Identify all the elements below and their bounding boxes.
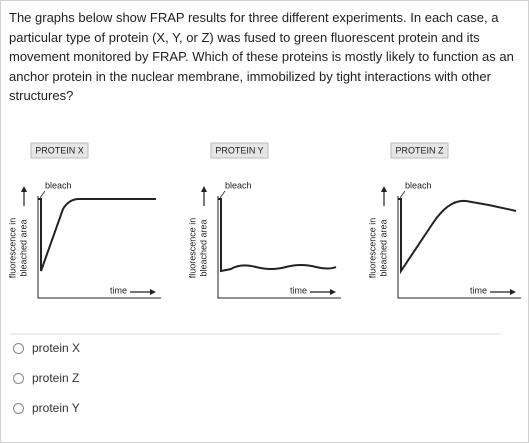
radio-button[interactable] — [13, 372, 24, 384]
radio-button[interactable] — [13, 402, 24, 414]
y-axis-label: bleached area — [378, 219, 388, 276]
answer-option[interactable]: protein Z — [13, 371, 79, 385]
axes — [37, 196, 161, 299]
bleach-label: bleach — [225, 180, 252, 190]
x-arrow-head — [330, 289, 336, 295]
panel-title-box — [390, 142, 449, 159]
axes — [217, 196, 341, 299]
panel-title: PROTEIN Z — [395, 145, 444, 155]
x-arrow-head — [510, 289, 516, 295]
panel-title: PROTEIN X — [35, 145, 84, 155]
panel-title-box — [30, 142, 89, 159]
answer-option[interactable]: protein X — [13, 341, 80, 355]
question-text: The graphs below show FRAP results for t… — [9, 10, 514, 104]
axes — [397, 196, 521, 299]
y-arrow-head — [21, 186, 27, 192]
bleach-pointer — [39, 190, 46, 199]
panel-title: PROTEIN Y — [215, 145, 263, 155]
y-axis-label: fluorescence in — [187, 218, 197, 279]
answer-option[interactable]: protein Y — [13, 401, 80, 415]
x-arrow-head — [150, 289, 156, 295]
bleach-pointer — [399, 190, 406, 199]
x-axis-label: time — [290, 285, 307, 295]
y-axis-label: fluorescence in — [7, 218, 17, 279]
curve — [398, 198, 517, 275]
y-arrow-head — [381, 186, 387, 192]
y-arrow-head — [201, 186, 207, 192]
radio-button[interactable] — [13, 342, 24, 354]
option-label: protein Y — [32, 401, 80, 415]
curve — [218, 198, 337, 273]
option-label: protein Z — [32, 371, 80, 385]
bleach-pointer — [219, 190, 226, 199]
curve — [38, 198, 156, 272]
y-axis-label: bleached area — [198, 219, 208, 276]
y-axis-label: bleached area — [18, 219, 28, 276]
bleach-label: bleach — [405, 180, 432, 190]
option-label: protein X — [32, 341, 81, 355]
y-axis-label: fluorescence in — [367, 218, 377, 279]
x-axis-label: time — [110, 285, 127, 295]
panel-title-box — [210, 142, 269, 159]
bleach-label: bleach — [45, 180, 72, 190]
x-axis-label: time — [470, 285, 487, 295]
